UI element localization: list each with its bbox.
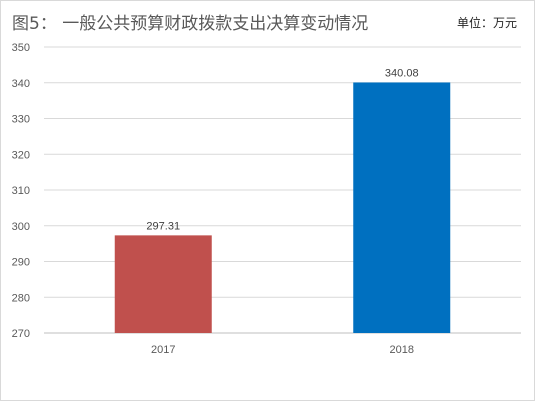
y-tick-label: 290	[12, 257, 30, 269]
y-tick-label: 320	[12, 149, 30, 161]
x-tick-label-2018: 2018	[390, 344, 414, 356]
y-tick-label: 270	[12, 328, 30, 340]
data-labels: 297.31 340.08	[146, 67, 418, 232]
chart-unit: 单位：万元	[456, 16, 517, 30]
y-axis-ticks: 270 280 290 300 310 320 330 340 350	[12, 42, 30, 340]
x-axis-ticks: 2017 2018	[151, 344, 414, 356]
chart-title: 图5： 一般公共预算财政拨款支出决算变动情况	[12, 14, 369, 34]
data-label-2017: 297.31	[146, 220, 180, 232]
y-tick-label: 310	[12, 185, 30, 197]
bar-2018	[353, 82, 451, 334]
bars	[114, 82, 451, 334]
y-tick-label: 350	[12, 42, 30, 54]
data-label-2018: 340.08	[385, 67, 419, 79]
x-tick-label-2017: 2017	[151, 344, 175, 356]
y-tick-label: 280	[12, 292, 30, 304]
bar-2017	[114, 235, 212, 333]
y-tick-label: 300	[12, 221, 30, 233]
y-tick-label: 330	[12, 114, 30, 126]
y-tick-label: 340	[12, 78, 30, 90]
